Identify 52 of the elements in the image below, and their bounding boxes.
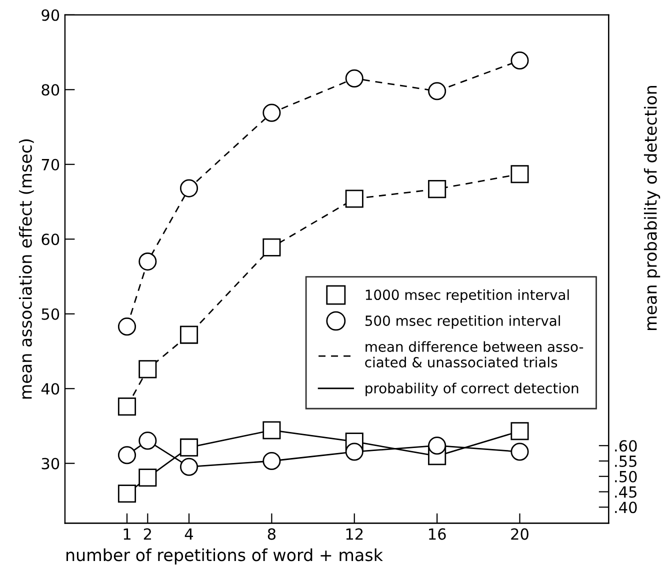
point: [138, 360, 157, 378]
point: [510, 165, 529, 184]
point: [118, 398, 136, 416]
y2-tick-label: .55: [615, 456, 636, 468]
point: [510, 51, 529, 70]
point: [118, 446, 136, 464]
point: [345, 442, 364, 461]
point: [345, 190, 364, 208]
point: [118, 318, 136, 336]
y2-tick-label: .45: [615, 486, 636, 498]
point: [180, 458, 198, 476]
y2-tick-label: .40: [615, 502, 637, 514]
point: [118, 484, 136, 503]
y-tick-label: 90: [42, 9, 60, 21]
y-tick-label: 80: [42, 84, 60, 96]
annotation: probability of correct detection: [366, 382, 578, 396]
y-tick-label: 30: [42, 458, 60, 470]
y-tick-label: 40: [41, 383, 60, 395]
y-axis-title: mean association effect (msec): [18, 139, 34, 399]
point: [262, 452, 281, 470]
point: [428, 180, 446, 198]
point: [180, 179, 198, 198]
point: [510, 442, 529, 461]
x-tick-label: 8: [268, 528, 276, 540]
point: [262, 421, 281, 440]
point: [262, 238, 281, 256]
legend-label: 500 msec repetition interval: [365, 315, 560, 329]
point: [510, 422, 529, 440]
y-tick-label: 70: [42, 158, 60, 170]
y-tick-label: 50: [42, 308, 60, 320]
x-axis-title: number of repetitions of word + mask: [66, 548, 383, 564]
y2-axis-title: mean probability of detection: [644, 86, 660, 330]
point: [138, 432, 157, 450]
y2-tick-label: .50: [615, 470, 637, 482]
x-tick-label: 16: [429, 528, 446, 540]
point: [262, 104, 281, 122]
point: [138, 252, 157, 271]
x-tick-label: 2: [144, 528, 151, 540]
point: [428, 436, 446, 455]
point: [138, 468, 157, 487]
x-tick-label: 1: [124, 528, 130, 540]
annotation: mean difference between asso- ciated & unassociated trials: [365, 341, 584, 368]
legend-label: 1000 msec repetition interval: [366, 289, 569, 303]
x-tick-label: 20: [511, 528, 528, 540]
point: [180, 326, 198, 344]
point: [345, 69, 364, 88]
point: [180, 438, 198, 456]
x-tick-label: 4: [184, 528, 194, 540]
x-tick-label: 12: [346, 528, 363, 540]
y2-tick-label: .60: [615, 440, 637, 452]
y-tick-label: 60: [42, 234, 60, 246]
point: [428, 82, 446, 100]
